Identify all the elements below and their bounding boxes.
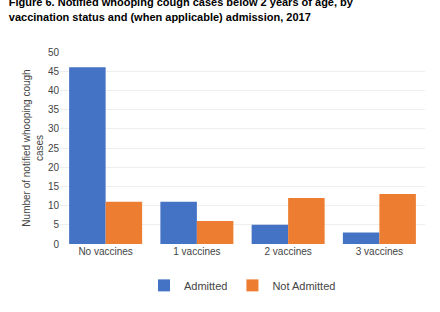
svg-text:25: 25: [48, 143, 60, 154]
svg-text:50: 50: [48, 47, 60, 58]
svg-text:1 vaccines: 1 vaccines: [173, 246, 220, 257]
svg-text:45: 45: [48, 66, 60, 77]
svg-text:2 vaccines: 2 vaccines: [265, 246, 312, 257]
svg-text:30: 30: [48, 123, 60, 134]
svg-text:20: 20: [48, 162, 60, 173]
svg-text:0: 0: [53, 239, 59, 250]
svg-text:Admitted: Admitted: [184, 280, 227, 292]
svg-text:5: 5: [53, 219, 59, 230]
svg-text:Figure 6. Notified whooping co: Figure 6. Notified whooping cough cases …: [9, 0, 354, 23]
svg-text:15: 15: [48, 181, 60, 192]
svg-text:3 vaccines: 3 vaccines: [356, 246, 403, 257]
svg-text:35: 35: [48, 104, 60, 115]
svg-text:Number of notified whooping co: Number of notified whooping coughcases: [21, 69, 45, 226]
svg-text:10: 10: [48, 200, 60, 211]
svg-text:No vaccines: No vaccines: [78, 246, 132, 257]
svg-text:Not Admitted: Not Admitted: [272, 280, 335, 292]
svg-text:40: 40: [48, 85, 60, 96]
